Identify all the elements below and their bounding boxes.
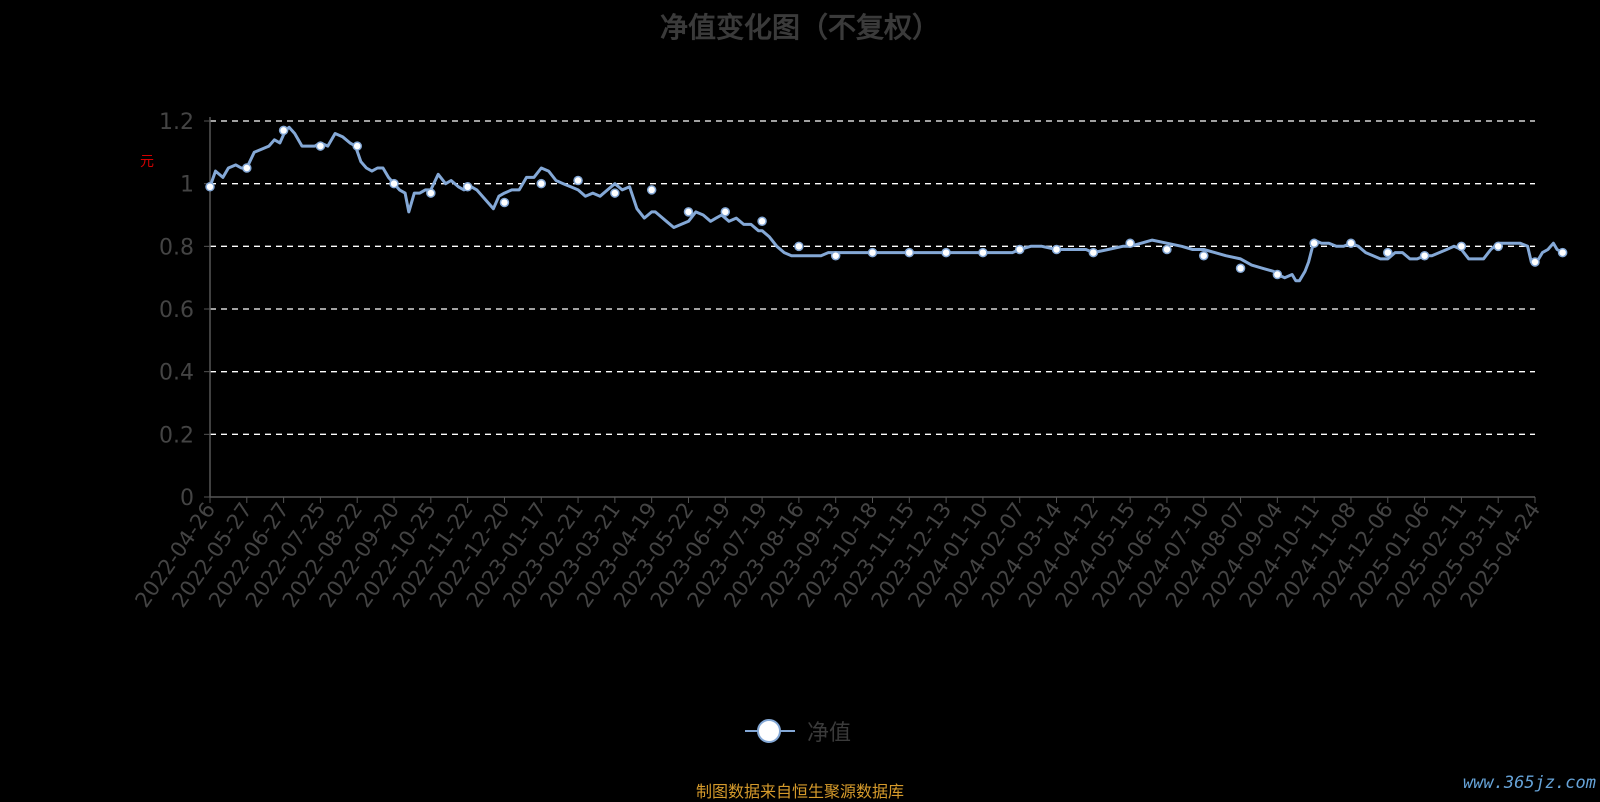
y-tick-label: 1.2 [159, 110, 194, 135]
data-point [1383, 247, 1393, 258]
y-tick-label: 0.8 [159, 235, 194, 260]
data-point [830, 250, 841, 261]
data-point [1456, 241, 1467, 252]
data-point [1088, 247, 1099, 258]
data-point [352, 141, 362, 151]
data-point [242, 163, 252, 173]
data-point [1162, 244, 1172, 255]
data-point [205, 182, 215, 192]
data-point [867, 247, 878, 258]
legend-label: 净值 [807, 721, 852, 746]
data-point [462, 182, 473, 192]
data-point [573, 175, 583, 186]
chart-title: 净值变化图（不复权） [659, 11, 940, 44]
data-point [720, 207, 731, 217]
data-point [1309, 238, 1319, 248]
data-point [315, 141, 326, 151]
y-tick-label: 0 [180, 486, 194, 511]
data-point [1014, 244, 1025, 255]
data-point [536, 178, 546, 189]
data-point [757, 216, 767, 227]
data-point [426, 188, 436, 198]
data-point [904, 247, 915, 258]
data-point [1419, 250, 1430, 261]
data-point [1493, 241, 1503, 252]
data-point [499, 197, 510, 208]
y-axis-label: 元 [140, 154, 154, 170]
y-tick-label: 0.2 [159, 423, 194, 448]
data-point [1051, 244, 1062, 255]
y-tick-label: 0.6 [159, 298, 194, 323]
data-point [1346, 238, 1356, 248]
watermark: www.365jz.com [1462, 773, 1596, 793]
data-point [1235, 263, 1246, 274]
data-point [610, 188, 620, 198]
data-point [1557, 247, 1568, 258]
data-point [646, 185, 657, 195]
data-point [941, 247, 951, 258]
data-point [1272, 269, 1283, 280]
series-line-nav [208, 125, 1564, 283]
legend[interactable]: 净值 [745, 717, 852, 746]
y-tick-label: 1 [180, 173, 194, 198]
data-point [1530, 257, 1540, 267]
y-tick-label: 0.4 [159, 361, 194, 386]
data-point [978, 247, 988, 258]
data-point [278, 125, 289, 136]
legend-marker-icon [745, 717, 795, 745]
data-point [1199, 250, 1209, 261]
data-point [1125, 238, 1135, 248]
data-source-note: 制图数据来自恒生聚源数据库 [695, 782, 904, 801]
data-point [683, 207, 694, 217]
data-point [794, 241, 804, 252]
data-point [389, 178, 399, 189]
